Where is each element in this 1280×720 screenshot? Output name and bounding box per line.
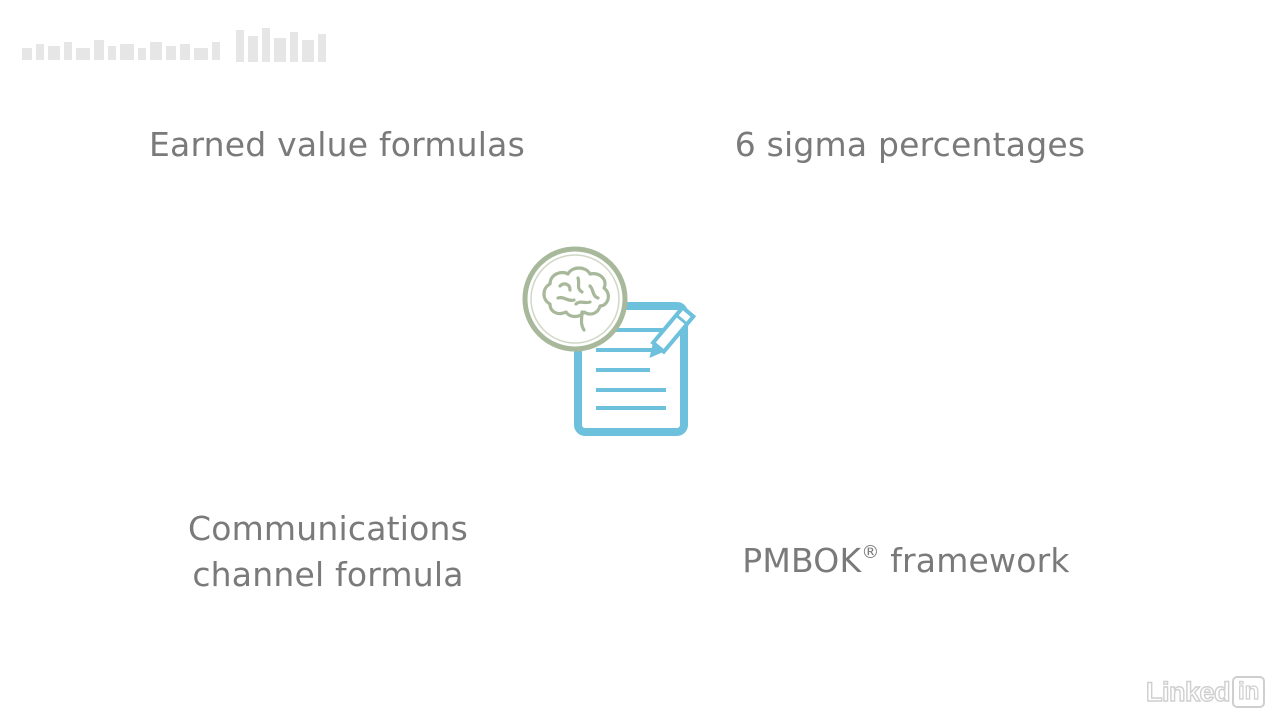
topic-pmbok-framework: PMBOK® framework <box>700 530 1112 584</box>
pencil-icon <box>649 304 697 358</box>
topic-six-sigma-text: 6 sigma percentages <box>734 125 1086 164</box>
watermark-logo-icon <box>22 28 326 62</box>
topic-communications-channel-formula: Communications channel formula <box>160 506 496 598</box>
brain-document-pencil-icon <box>522 246 697 436</box>
linkedin-logo-box: in <box>1232 676 1266 708</box>
topic-communications-line2: channel formula <box>192 555 464 594</box>
topic-communications-line1: Communications <box>187 509 469 548</box>
topic-earned-value-text: Earned value formulas <box>149 125 525 164</box>
linkedin-logo-text: Linked <box>1145 676 1231 707</box>
document-icon <box>574 302 688 436</box>
topic-pmbok-rest: framework <box>879 541 1070 580</box>
brain-icon <box>522 246 628 352</box>
topic-pmbok-label: PMBOK <box>742 541 862 580</box>
topic-earned-value-formulas: Earned value formulas <box>128 122 546 168</box>
linkedin-logo: Linked in <box>1145 676 1266 708</box>
topic-six-sigma-percentages: 6 sigma percentages <box>700 122 1120 168</box>
topic-pmbok-registered-mark: ® <box>861 542 880 563</box>
